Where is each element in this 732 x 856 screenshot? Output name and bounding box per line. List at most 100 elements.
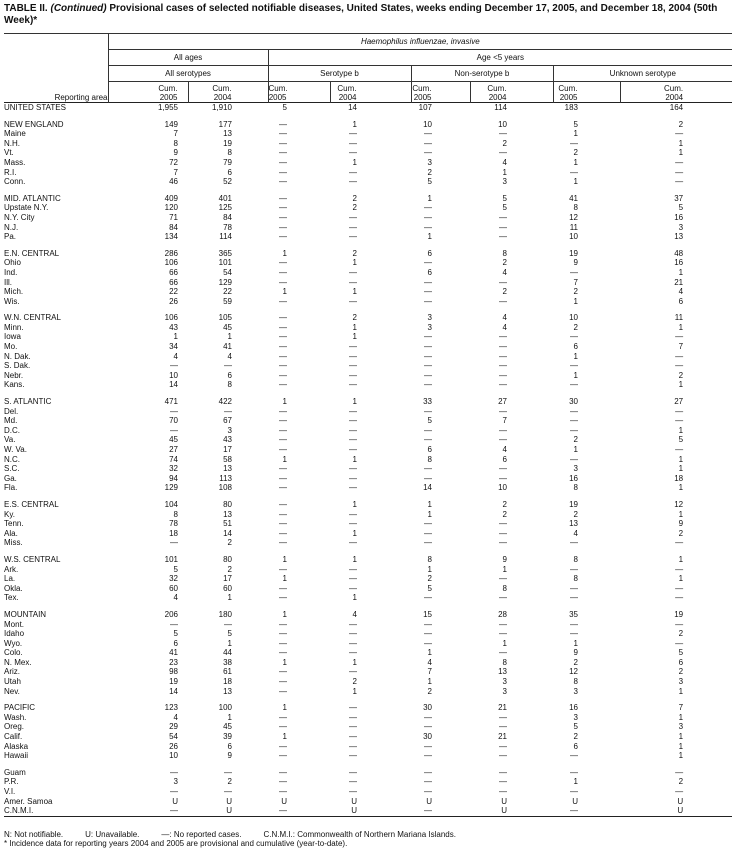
- value-cell: —: [349, 473, 357, 483]
- value-cell: —: [279, 277, 287, 287]
- value-cell: 18: [674, 473, 684, 483]
- value-cell: 2: [573, 322, 578, 332]
- value-cell: 4: [502, 267, 507, 277]
- value-cell: 19: [674, 609, 684, 619]
- value-cell: U: [172, 796, 178, 806]
- value-cell: —: [424, 629, 432, 639]
- value-cell: —: [349, 296, 357, 306]
- value-cell: 101: [164, 554, 178, 564]
- reporting-area-cell: Mont.: [4, 619, 25, 629]
- value-cell: —: [424, 351, 432, 361]
- value-cell: 18: [223, 677, 232, 687]
- value-cell: 13: [674, 232, 684, 242]
- value-cell: —: [570, 425, 578, 435]
- value-cell: —: [499, 712, 507, 722]
- value-cell: —: [675, 538, 684, 548]
- value-cell: 8: [502, 248, 507, 258]
- value-cell: —: [349, 351, 357, 361]
- value-cell: 12: [674, 499, 684, 509]
- value-cell: —: [279, 203, 287, 213]
- value-cell: —: [424, 361, 432, 371]
- reporting-area-cell: S.C.: [4, 464, 20, 474]
- value-cell: —: [424, 712, 432, 722]
- value-cell: 10: [498, 119, 507, 129]
- value-cell: 48: [674, 248, 684, 258]
- value-cell: —: [675, 787, 684, 796]
- cum-column-header: Cum. 2005: [552, 81, 620, 103]
- value-cell: —: [349, 574, 357, 584]
- value-cell: —: [224, 767, 232, 777]
- value-cell: 1: [502, 638, 507, 648]
- value-cell: 14: [169, 686, 178, 696]
- value-cell: 29: [169, 722, 178, 732]
- value-cell: —: [279, 167, 287, 177]
- value-cell: —: [424, 148, 432, 158]
- table-row: Iowa 1 1 — 1 — — — —: [4, 332, 732, 342]
- non-serotype-b-header: Non-serotype b: [410, 65, 553, 82]
- reporting-area-cell: N. Mex.: [4, 657, 32, 667]
- value-cell: 1: [678, 732, 684, 742]
- value-cell: —: [499, 148, 507, 158]
- value-cell: —: [279, 445, 287, 454]
- value-cell: 125: [218, 203, 232, 213]
- reporting-area-cell: Wis.: [4, 296, 20, 306]
- value-cell: U: [572, 796, 578, 806]
- value-cell: 2: [573, 287, 578, 297]
- value-cell: 1: [427, 232, 432, 242]
- value-cell: 134: [164, 232, 178, 242]
- value-cell: —: [268, 806, 330, 817]
- table-row: Pa. 134 114 — — 1 — 10 13: [4, 232, 732, 242]
- value-cell: —: [570, 751, 578, 761]
- value-cell: —: [570, 380, 578, 390]
- value-cell: 1,955: [157, 103, 178, 112]
- value-cell: U: [620, 806, 732, 817]
- value-cell: —: [570, 406, 578, 416]
- value-cell: 4: [678, 287, 684, 297]
- table-row: Va. 45 43 — — — — 2 5: [4, 435, 732, 445]
- group-spacer: [4, 493, 732, 500]
- value-cell: —: [279, 406, 287, 416]
- value-cell: —: [349, 222, 357, 232]
- reporting-area-cell: Ohio: [4, 258, 21, 268]
- reporting-area-cell: Miss.: [4, 538, 23, 548]
- table-row: Mich. 22 22 1 1—2 2 4: [4, 287, 732, 297]
- value-cell: 80: [223, 554, 232, 564]
- value-cell: 10: [423, 119, 432, 129]
- value-cell: 71: [169, 212, 178, 222]
- value-cell: —: [675, 361, 684, 371]
- value-cell: —: [424, 380, 432, 390]
- value-cell: —: [349, 638, 357, 648]
- value-cell: 41: [169, 648, 178, 658]
- value-cell: —: [349, 342, 357, 352]
- value-cell: 9: [173, 148, 178, 158]
- table-row: MID. ATLANTIC 409 401 — 2 1 5 41 37: [4, 194, 732, 204]
- table-row: S.C. 32 13 — — — — 3 1: [4, 464, 732, 474]
- table-row: Amer. Samoa U U U U U U U U: [4, 797, 732, 807]
- value-cell: 5: [427, 416, 432, 426]
- value-cell: 21: [674, 277, 684, 287]
- value-cell: 1: [678, 267, 684, 277]
- reporting-area-cell: V.I.: [4, 787, 16, 796]
- value-cell: —: [424, 741, 432, 751]
- value-cell: 27: [169, 445, 178, 454]
- table-row: W.N. CENTRAL 106 105 — 2 3 4 10 11: [4, 313, 732, 323]
- value-cell: —: [349, 648, 357, 658]
- value-cell: 3: [573, 464, 578, 474]
- value-cell: —: [675, 638, 684, 648]
- reporting-area-cell: Ind.: [4, 267, 18, 277]
- reporting-area-cell: Wash.: [4, 712, 27, 722]
- value-cell: —: [279, 193, 287, 203]
- value-cell: 1: [227, 332, 232, 342]
- value-cell: —: [279, 767, 287, 777]
- value-cell: —: [424, 751, 432, 761]
- value-cell: 30: [569, 397, 578, 407]
- value-cell: 2: [573, 657, 578, 667]
- value-cell: 1: [678, 686, 684, 696]
- value-cell: 8: [502, 657, 507, 667]
- reporting-area-cell: D.C.: [4, 425, 20, 435]
- value-cell: —: [279, 564, 287, 574]
- value-cell: —: [349, 148, 357, 158]
- value-cell: 2: [678, 528, 684, 538]
- reporting-area-cell: Mich.: [4, 287, 24, 297]
- value-cell: 9: [227, 751, 232, 761]
